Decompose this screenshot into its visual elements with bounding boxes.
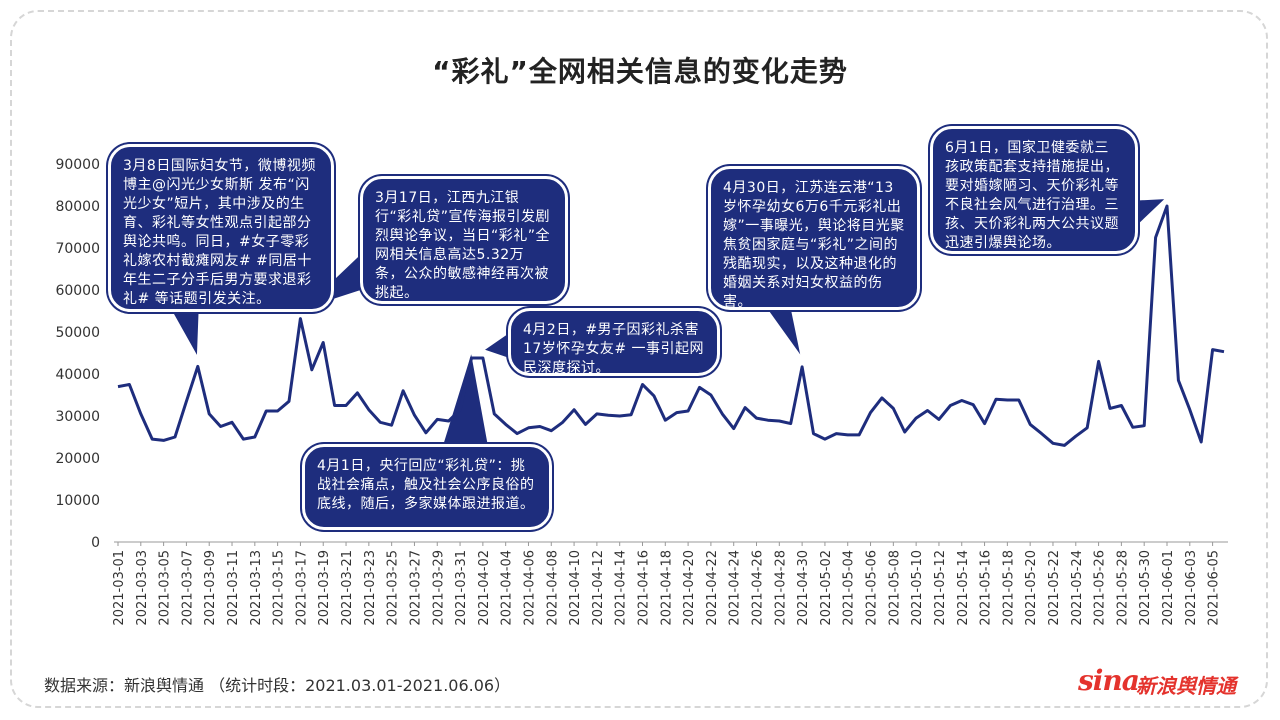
y-tick-label: 0 (91, 535, 100, 551)
x-tick-label: 2021-05-26 (1093, 550, 1108, 626)
logo-text: 新浪舆情通 (1136, 674, 1236, 698)
x-tick-label: 2021-06-03 (1184, 550, 1199, 626)
x-tick-label: 2021-05-28 (1115, 550, 1130, 626)
x-tick-label: 2021-05-10 (910, 550, 925, 626)
x-tick-label: 2021-04-22 (705, 550, 720, 626)
x-tick-label: 2021-04-24 (728, 550, 743, 626)
x-tick-label: 2021-05-18 (1001, 550, 1016, 626)
y-tick-label: 90000 (55, 157, 100, 173)
x-tick-label: 2021-03-13 (249, 550, 264, 626)
chart-title: “彩礼”全网相关信息的变化走势 (432, 55, 848, 88)
x-tick-label: 2021-04-20 (682, 550, 697, 626)
x-tick-label: 2021-05-02 (819, 550, 834, 626)
x-tick-label: 2021-05-06 (865, 550, 880, 626)
y-tick-label: 40000 (55, 367, 100, 383)
x-tick-label: 2021-04-18 (659, 550, 674, 626)
x-tick-label: 2021-03-17 (294, 550, 309, 626)
x-tick-label: 2021-04-12 (591, 550, 606, 626)
x-tick-label: 2021-04-08 (545, 550, 560, 626)
x-tick-label: 2021-03-25 (386, 550, 401, 626)
x-tick-label: 2021-03-19 (317, 550, 332, 626)
x-tick-label: 2021-05-12 (933, 550, 948, 626)
y-tick-label: 80000 (55, 199, 100, 215)
x-tick-label: 2021-03-23 (363, 550, 378, 626)
x-tick-label: 2021-03-03 (135, 550, 150, 626)
x-tick-label: 2021-05-30 (1138, 550, 1153, 626)
x-tick-label: 2021-03-05 (158, 550, 173, 626)
x-tick-label: 2021-05-20 (1024, 550, 1039, 626)
x-tick-label: 2021-03-21 (340, 550, 355, 626)
x-tick-label: 2021-04-02 (477, 550, 492, 626)
annotation-0402: 4月2日，#男子因彩礼杀害17岁怀孕女友# 一事引起网民深度探讨。 (508, 308, 720, 376)
annotation-0308: 3月8日国际妇女节，微博视频博主@闪光少女斯斯 发布“闪光少女”短片，其中涉及的… (108, 144, 334, 312)
data-source: 数据来源：新浪舆情通 （统计时段：2021.03.01-2021.06.06） (44, 676, 511, 695)
x-tick-label: 2021-03-29 (431, 550, 446, 626)
y-tick-label: 20000 (55, 451, 100, 467)
chart-frame (10, 10, 1268, 708)
y-tick-label: 70000 (55, 241, 100, 257)
x-tick-label: 2021-03-31 (454, 550, 469, 626)
sina-yuqingtong-logo: sina 新浪舆情通 (1078, 660, 1248, 700)
x-tick-label: 2021-06-01 (1161, 550, 1176, 626)
x-tick-label: 2021-03-07 (180, 550, 195, 626)
x-tick-label: 2021-05-24 (1070, 550, 1085, 626)
x-tick-label: 2021-03-11 (226, 550, 241, 626)
x-tick-label: 2021-05-08 (887, 550, 902, 626)
x-tick-label: 2021-05-16 (979, 550, 994, 626)
y-tick-label: 10000 (55, 493, 100, 509)
annotation-0317: 3月17日，江西九江银行“彩礼贷”宣传海报引发剧烈舆论争议，当日“彩礼”全网相关… (360, 176, 568, 304)
x-tick-label: 2021-05-14 (956, 550, 971, 626)
annotation-0401: 4月1日，央行回应“彩礼贷”：挑战社会痛点，触及社会公序良俗的底线，随后，多家媒… (302, 444, 552, 530)
annotation-pointer (438, 349, 492, 453)
x-tick-label: 2021-04-04 (500, 550, 515, 626)
annotation-0601: 6月1日，国家卫健委就三孩政策配套支持措施提出，要对婚嫁陋习、天价彩礼等不良社会… (930, 126, 1138, 254)
x-tick-label: 2021-03-15 (272, 550, 287, 626)
x-tick-label: 2021-04-26 (751, 550, 766, 626)
series-line (117, 204, 1225, 447)
x-tick-label: 2021-06-05 (1207, 550, 1222, 626)
x-tick-label: 2021-04-14 (614, 550, 629, 626)
x-tick-label: 2021-03-09 (203, 550, 218, 626)
x-tick-label: 2021-04-06 (522, 550, 537, 626)
y-tick-label: 50000 (55, 325, 100, 341)
annotation-0430: 4月30日，江苏连云港“13岁怀孕幼女6万6千元彩礼出嫁”一事曝光，舆论将目光聚… (708, 166, 920, 310)
sina-logo-mark: sina (1078, 664, 1140, 697)
x-tick-label: 2021-04-10 (568, 550, 583, 626)
y-tick-label: 30000 (55, 409, 100, 425)
x-tick-label: 2021-05-22 (1047, 550, 1062, 626)
x-tick-label: 2021-04-28 (773, 550, 788, 626)
x-tick-label: 2021-04-16 (636, 550, 651, 626)
x-tick-label: 2021-03-01 (112, 550, 127, 626)
x-tick-label: 2021-04-30 (796, 550, 811, 626)
x-tick-label: 2021-05-04 (842, 550, 857, 626)
x-tick-label: 2021-03-27 (408, 550, 423, 626)
y-tick-label: 60000 (55, 283, 100, 299)
